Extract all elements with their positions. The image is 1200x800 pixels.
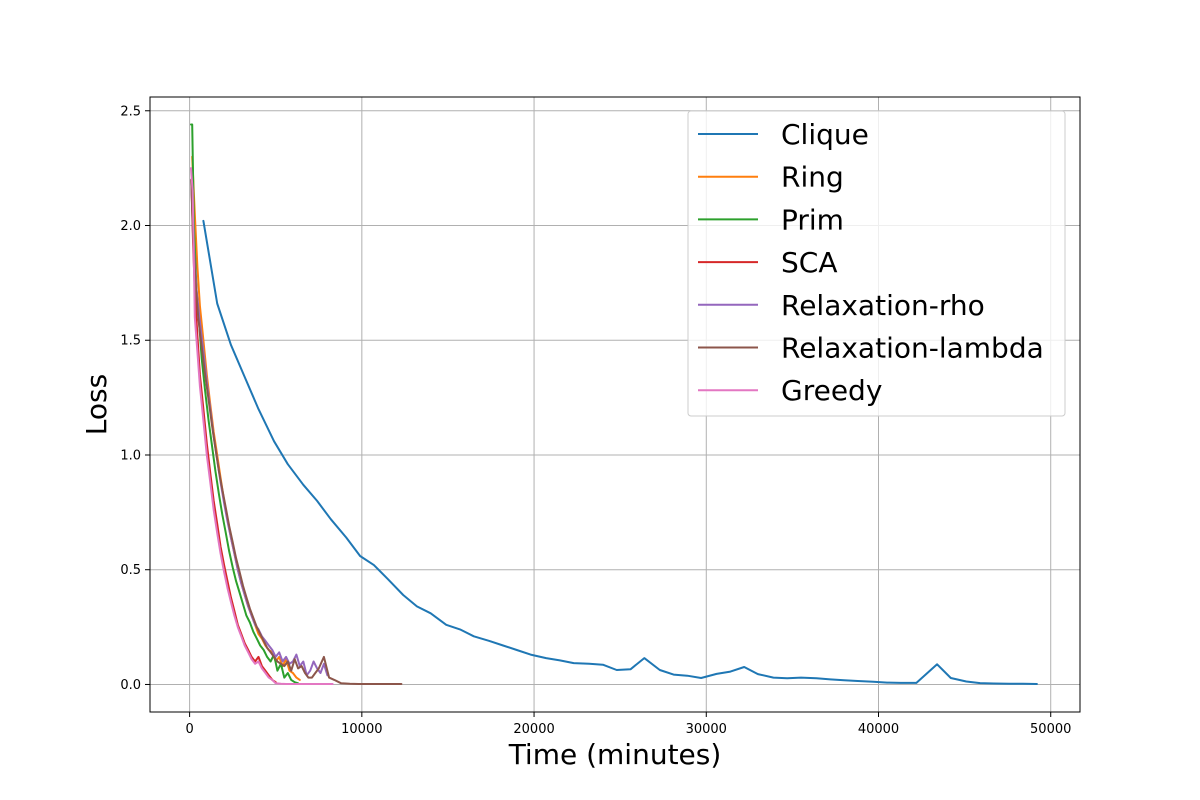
- series-line-clique: [202, 219, 1038, 685]
- legend-label: Relaxation-lambda: [781, 332, 1044, 365]
- legend-items: Clique Ring Prim SCA Relaxation-rho Relaxatio…: [698, 118, 1044, 407]
- legend-label: SCA: [781, 246, 837, 279]
- legend-label: Relaxation-rho: [781, 289, 985, 322]
- y-tick-label: 1.5: [120, 334, 141, 349]
- series-line-sca: [190, 178, 277, 684]
- series-line-greedy: [190, 167, 334, 685]
- series-line-relaxation-rho: [190, 190, 329, 677]
- x-tick-label: 40000: [858, 722, 899, 737]
- x-tick-label: 30000: [686, 722, 727, 737]
- y-tick-label: 1.0: [120, 448, 141, 463]
- x-tick-label: 10000: [341, 722, 382, 737]
- legend: Clique Ring Prim SCA Relaxation-rho Relaxatio…: [687, 110, 1066, 417]
- series-lines: [190, 123, 1038, 685]
- x-tick-label: 0: [185, 722, 193, 737]
- y-tick-label: 0.5: [120, 563, 141, 578]
- plot-frame: [149, 96, 1081, 713]
- legend-label: Prim: [781, 203, 844, 236]
- series-line-prim: [190, 123, 300, 685]
- legend-label: Ring: [781, 161, 844, 194]
- legend-box: [687, 110, 1066, 417]
- y-tick-label: 2.5: [120, 104, 141, 119]
- x-tick-label: 20000: [513, 722, 554, 737]
- series-line-relaxation-lambda: [190, 178, 403, 685]
- x-tick-label: 50000: [1030, 722, 1071, 737]
- y-tick-label: 0.0: [120, 678, 141, 693]
- y-tick-label: 2.0: [120, 219, 141, 234]
- y-axis-label: Loss: [80, 374, 113, 435]
- legend-label: Greedy: [781, 374, 882, 407]
- legend-label: Clique: [781, 118, 869, 151]
- x-axis-label: Time (minutes): [508, 738, 722, 771]
- axis-ticks: 0 10000 20000 30000 40000 50000 0.0 0.5 1.0 1.5 2.…: [120, 104, 1071, 737]
